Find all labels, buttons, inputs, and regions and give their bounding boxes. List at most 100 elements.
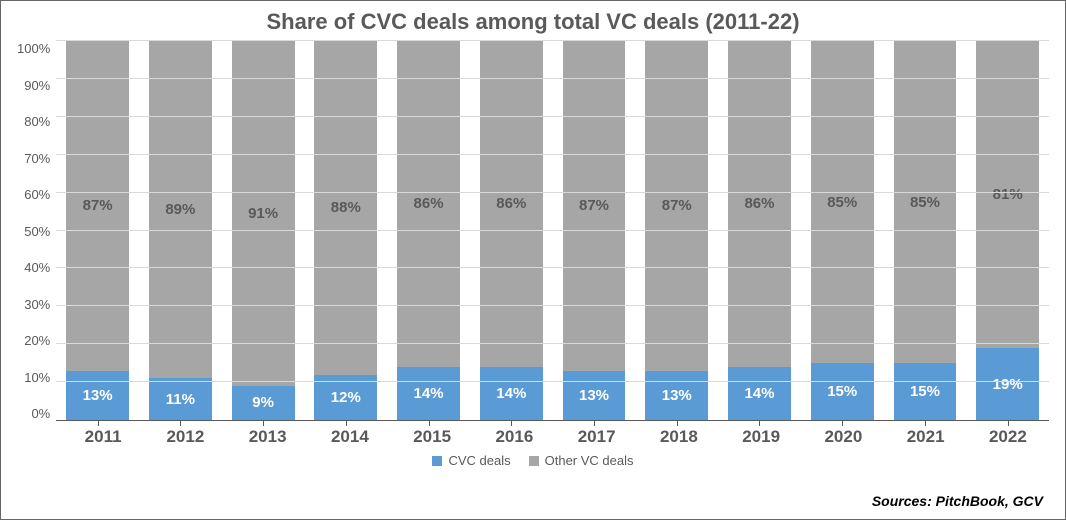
x-tick bbox=[925, 420, 926, 426]
bar-slot: 86% 14% bbox=[387, 41, 470, 420]
bar-segment: 13% bbox=[645, 371, 708, 420]
gridline bbox=[56, 154, 1049, 155]
bar-segment: 87% bbox=[66, 41, 129, 371]
bar-slot: 86% 14% bbox=[718, 41, 801, 420]
bar-slot: 85% 15% bbox=[884, 41, 967, 420]
gridline bbox=[56, 40, 1049, 41]
bar-segment: 85% bbox=[894, 41, 957, 363]
bar-value-label: 14% bbox=[496, 385, 526, 402]
stacked-bar: 89% 11% bbox=[149, 41, 212, 420]
y-tick-label: 10% bbox=[24, 370, 50, 385]
stacked-bar: 88% 12% bbox=[314, 41, 377, 420]
y-tick-label: 30% bbox=[24, 297, 50, 312]
y-tick-label: 90% bbox=[24, 78, 50, 93]
bar-value-label: 86% bbox=[414, 195, 444, 212]
x-axis-labels: 2011201220132014201520162017201820192020… bbox=[62, 421, 1049, 447]
legend: CVC deals Other VC deals bbox=[17, 453, 1049, 468]
bar-value-label: 87% bbox=[83, 197, 113, 214]
bar-value-label: 15% bbox=[910, 383, 940, 400]
bar-segment: 13% bbox=[66, 371, 129, 420]
stacked-bar: 85% 15% bbox=[894, 41, 957, 420]
stacked-bar: 87% 13% bbox=[645, 41, 708, 420]
gridline bbox=[56, 78, 1049, 79]
bar-segment: 19% bbox=[976, 348, 1039, 420]
y-tick-label: 70% bbox=[24, 151, 50, 166]
legend-item: Other VC deals bbox=[529, 453, 634, 468]
bar-value-label: 9% bbox=[252, 394, 274, 411]
x-axis-label: 2017 bbox=[556, 421, 638, 447]
bar-segment: 14% bbox=[728, 367, 791, 420]
bar-segment: 15% bbox=[811, 363, 874, 420]
bar-segment: 87% bbox=[645, 41, 708, 371]
bar-slot: 87% 13% bbox=[56, 41, 139, 420]
bar-slot: 89% 11% bbox=[139, 41, 222, 420]
y-axis: 100%90%80%70%60%50%40%30%20%10%0% bbox=[17, 41, 56, 421]
bar-slot: 87% 13% bbox=[635, 41, 718, 420]
bar-segment: 86% bbox=[728, 41, 791, 367]
bar-value-label: 13% bbox=[662, 387, 692, 404]
gridline bbox=[56, 116, 1049, 117]
x-axis-label: 2018 bbox=[638, 421, 720, 447]
bar-value-label: 15% bbox=[827, 383, 857, 400]
bar-segment: 88% bbox=[314, 41, 377, 375]
stacked-bar: 86% 14% bbox=[397, 41, 460, 420]
gridline bbox=[56, 381, 1049, 382]
bar-value-label: 89% bbox=[165, 201, 195, 218]
x-tick bbox=[346, 420, 347, 426]
y-tick-label: 20% bbox=[24, 333, 50, 348]
bar-value-label: 87% bbox=[579, 197, 609, 214]
bar-segment: 11% bbox=[149, 378, 212, 420]
gridline bbox=[56, 230, 1049, 231]
x-axis-label: 2019 bbox=[720, 421, 802, 447]
bar-value-label: 86% bbox=[496, 195, 526, 212]
bar-segment: 87% bbox=[563, 41, 626, 371]
bar-segment: 86% bbox=[480, 41, 543, 367]
gridline bbox=[56, 192, 1049, 193]
legend-swatch bbox=[432, 456, 442, 466]
x-axis-label: 2011 bbox=[62, 421, 144, 447]
x-tick bbox=[429, 420, 430, 426]
y-tick-label: 40% bbox=[24, 260, 50, 275]
bars-layer: 87% 13% 89% 11% 91%9% 88% 12% 86% 14% 86% 14% 87% 13… bbox=[56, 41, 1049, 420]
x-axis-label: 2020 bbox=[802, 421, 884, 447]
stacked-bar: 91%9% bbox=[232, 41, 295, 420]
chart-title: Share of CVC deals among total VC deals … bbox=[17, 9, 1049, 35]
y-tick-label: 0% bbox=[31, 406, 50, 421]
stacked-bar: 86% 14% bbox=[480, 41, 543, 420]
x-tick bbox=[511, 420, 512, 426]
bar-value-label: 11% bbox=[166, 391, 195, 408]
stacked-bar: 87% 13% bbox=[66, 41, 129, 420]
stacked-bar: 85% 15% bbox=[811, 41, 874, 420]
plot-area: 87% 13% 89% 11% 91%9% 88% 12% 86% 14% 86% 14% 87% 13… bbox=[56, 41, 1049, 421]
legend-swatch bbox=[529, 456, 539, 466]
x-axis-label: 2016 bbox=[473, 421, 555, 447]
bar-segment: 9% bbox=[232, 386, 295, 420]
bar-value-label: 86% bbox=[744, 195, 774, 212]
gridline bbox=[56, 343, 1049, 344]
bar-segment: 85% bbox=[811, 41, 874, 363]
bar-segment: 89% bbox=[149, 41, 212, 378]
legend-label: CVC deals bbox=[448, 453, 510, 468]
gridline bbox=[56, 267, 1049, 268]
x-axis: 2011201220132014201520162017201820192020… bbox=[17, 421, 1049, 447]
bar-value-label: 12% bbox=[331, 389, 361, 406]
bar-segment: 15% bbox=[894, 363, 957, 420]
stacked-bar: 87% 13% bbox=[563, 41, 626, 420]
bar-slot: 81% 19% bbox=[966, 41, 1049, 420]
bar-slot: 86% 14% bbox=[470, 41, 553, 420]
bar-value-label: 19% bbox=[993, 376, 1023, 393]
bar-value-label: 88% bbox=[331, 199, 361, 216]
bar-value-label: 14% bbox=[414, 385, 444, 402]
y-tick-label: 60% bbox=[24, 187, 50, 202]
gridline bbox=[56, 305, 1049, 306]
y-tick-label: 100% bbox=[17, 41, 50, 56]
bar-value-label: 85% bbox=[910, 194, 940, 211]
bar-value-label: 14% bbox=[744, 385, 774, 402]
legend-label: Other VC deals bbox=[545, 453, 634, 468]
legend-item: CVC deals bbox=[432, 453, 510, 468]
stacked-bar: 86% 14% bbox=[728, 41, 791, 420]
bar-value-label: 81% bbox=[993, 186, 1023, 203]
bar-segment: 13% bbox=[563, 371, 626, 420]
x-tick bbox=[594, 420, 595, 426]
stacked-bar: 81% 19% bbox=[976, 41, 1039, 420]
